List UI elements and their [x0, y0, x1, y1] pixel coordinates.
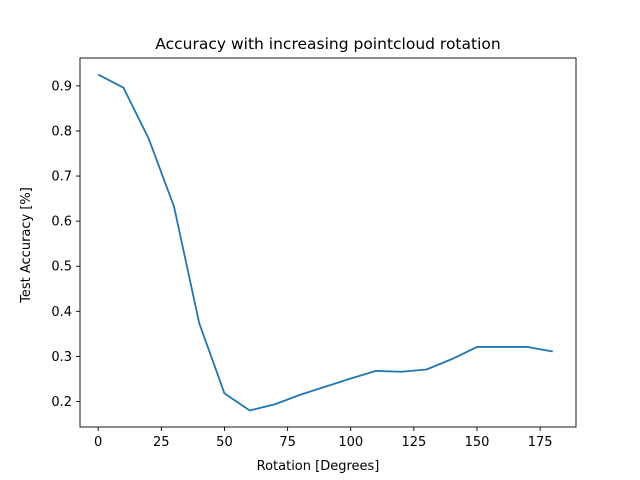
x-tick-label: 75: [279, 435, 296, 450]
x-axis-label: Rotation [Degrees]: [257, 459, 380, 474]
y-tick-label: 0.2: [51, 395, 72, 410]
series-line: [97, 73, 553, 412]
x-tick-label: 100: [338, 435, 363, 450]
y-tick-label: 0.4: [51, 305, 72, 320]
x-tick-label: 125: [401, 435, 426, 450]
x-tick-label: 50: [216, 435, 233, 450]
y-axis: 0.2 0.3 0.4 0.5 0.6 0.7 0.8 0.9: [51, 79, 80, 410]
y-tick-label: 0.7: [51, 170, 72, 185]
x-axis: 0 25 50 75 100 125 150 175: [94, 427, 553, 450]
y-tick-label: 0.5: [51, 260, 72, 275]
x-tick-label: 25: [153, 435, 170, 450]
x-tick-label: 150: [465, 435, 490, 450]
plot-area: [97, 73, 553, 412]
plot-frame: [79, 57, 577, 428]
y-tick-label: 0.3: [51, 350, 72, 365]
x-tick-label: 0: [94, 435, 102, 450]
y-tick-label: 0.6: [51, 215, 72, 230]
y-tick-label: 0.9: [51, 79, 72, 94]
y-tick-label: 0.8: [51, 124, 72, 139]
chart-title: Accuracy with increasing pointcloud rota…: [155, 35, 500, 53]
x-tick-label: 175: [528, 435, 553, 450]
y-axis-label: Test Accuracy [%]: [19, 187, 34, 304]
